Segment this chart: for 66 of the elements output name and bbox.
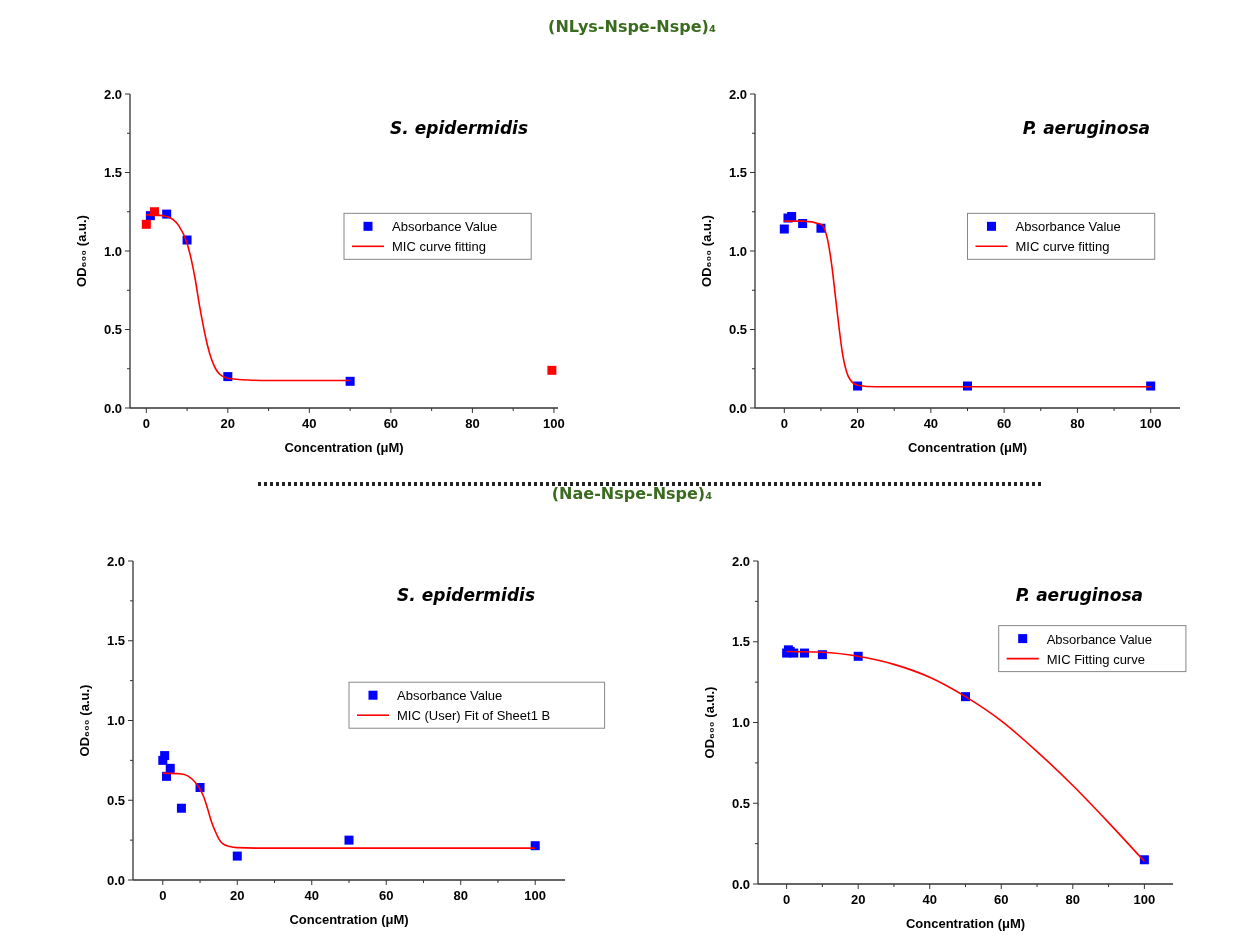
y-tick-label: 1.0 — [103, 243, 122, 259]
x-tick-label: 40 — [304, 888, 319, 903]
legend-label: Absorbance Value — [1015, 219, 1121, 235]
y-axis-title: OD₆₀₀ (a.u.) — [74, 215, 89, 287]
y-tick-label: 0.0 — [106, 872, 125, 888]
legend-label: MIC (User) Fit of Sheet1 B — [397, 708, 551, 724]
x-tick-label: 80 — [1070, 416, 1085, 431]
y-tick-label: 1.5 — [728, 165, 747, 180]
x-tick-label: 60 — [994, 892, 1009, 907]
y-tick-label: 1.0 — [731, 715, 750, 730]
x-tick-label: 0 — [783, 892, 791, 907]
x-tick-label: 100 — [524, 888, 547, 903]
y-tick-label: 1.5 — [106, 633, 125, 649]
x-tick-label: 60 — [379, 888, 394, 903]
x-tick-label: 20 — [230, 888, 245, 903]
x-tick-label: 20 — [850, 892, 866, 907]
text: P. aeruginosa — [1022, 118, 1150, 138]
x-tick-label: 40 — [922, 892, 937, 907]
x-axis-title: Concentration (μM) — [907, 440, 1028, 455]
x-axis-title: Concentration (μM) — [905, 916, 1026, 931]
y-tick-label: 0.5 — [103, 322, 122, 337]
y-tick-label: 0.5 — [106, 792, 125, 808]
x-tick-label: 80 — [1065, 892, 1081, 907]
y-tick-label: 0.5 — [731, 795, 750, 811]
x-tick-label: 100 — [543, 416, 565, 431]
x-tick-label: 0 — [142, 416, 150, 431]
y-axis-title: OD₆₀₀ (a.u.) — [77, 684, 92, 757]
x-tick-label: 100 — [1139, 416, 1162, 431]
y-tick-label: 2.0 — [731, 553, 750, 569]
x-tick-label: 80 — [465, 416, 480, 431]
text: S. epidermidis — [397, 585, 535, 605]
y-tick-label: 1.0 — [728, 243, 747, 259]
x-tick-label: 0 — [780, 416, 788, 431]
y-tick-label: 1.0 — [106, 713, 125, 728]
text: (Nae-Nspe-Nspe)₄ — [551, 484, 713, 503]
y-tick-label: 2.0 — [106, 553, 125, 569]
y-tick-label: 0.5 — [728, 322, 747, 337]
x-tick-label: 40 — [923, 416, 939, 431]
text: P. aeruginosa — [1015, 585, 1143, 605]
y-tick-label: 1.5 — [103, 165, 122, 180]
y-tick-label: 0.0 — [103, 400, 122, 416]
legend-label: MIC curve fitting — [392, 239, 486, 255]
x-tick-label: 60 — [996, 416, 1012, 431]
x-tick-label: 40 — [302, 416, 317, 431]
legend-label: MIC curve fitting — [1015, 239, 1110, 255]
x-tick-label: 80 — [453, 888, 468, 903]
text: (NLys-Nspe-Nspe)₄ — [548, 17, 716, 36]
y-tick-label: 1.5 — [731, 634, 750, 650]
y-tick-label: 2.0 — [103, 86, 122, 102]
y-axis-title: OD₆₀₀ (a.u.) — [702, 686, 717, 759]
x-tick-label: 100 — [1133, 892, 1156, 907]
text: S. epidermidis — [390, 118, 528, 138]
legend-label: Absorbance Value — [392, 219, 498, 235]
legend-label: Absorbance Value — [1046, 631, 1152, 647]
x-tick-label: 20 — [220, 416, 236, 431]
y-tick-label: 2.0 — [728, 86, 747, 102]
legend-label: Absorbance Value — [397, 688, 503, 704]
y-tick-label: 0.0 — [728, 400, 747, 416]
y-axis-title: OD₆₀₀ (a.u.) — [699, 215, 714, 287]
x-tick-label: 20 — [850, 416, 865, 431]
legend-label: MIC Fitting curve — [1046, 651, 1145, 667]
x-tick-label: 0 — [159, 888, 167, 903]
x-tick-label: 60 — [383, 416, 399, 431]
x-axis-title: Concentration (μM) — [284, 440, 404, 455]
x-axis-title: Concentration (μM) — [289, 912, 409, 927]
y-tick-label: 0.0 — [731, 876, 750, 892]
